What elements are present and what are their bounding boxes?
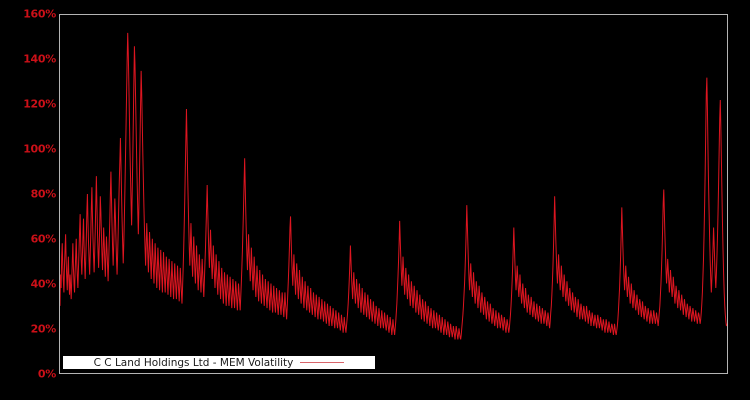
volatility-line-series <box>60 32 727 340</box>
y-axis-tick-label: 80% <box>30 187 57 201</box>
legend-label: C C Land Holdings Ltd - MEM Volatility <box>93 356 294 369</box>
y-axis-tick-label: 100% <box>23 142 56 156</box>
series-polyline <box>60 32 727 340</box>
y-axis-tick-label: 20% <box>30 322 57 336</box>
y-axis-tick-label: 60% <box>30 232 57 246</box>
legend-line-swatch <box>300 362 345 363</box>
y-axis: 0% 20% 40% 60% 80% 100% 120% 140% 160% <box>0 0 56 400</box>
y-axis-tick-label: 40% <box>30 277 57 291</box>
legend[interactable]: C C Land Holdings Ltd - MEM Volatility <box>63 356 375 369</box>
y-axis-tick-label: 160% <box>23 7 56 21</box>
y-axis-tick-label: 0% <box>37 367 56 381</box>
series-layer <box>60 15 727 373</box>
y-axis-tick-label: 140% <box>23 52 56 66</box>
y-axis-tick-label: 120% <box>23 97 56 111</box>
plot-area <box>59 14 728 374</box>
